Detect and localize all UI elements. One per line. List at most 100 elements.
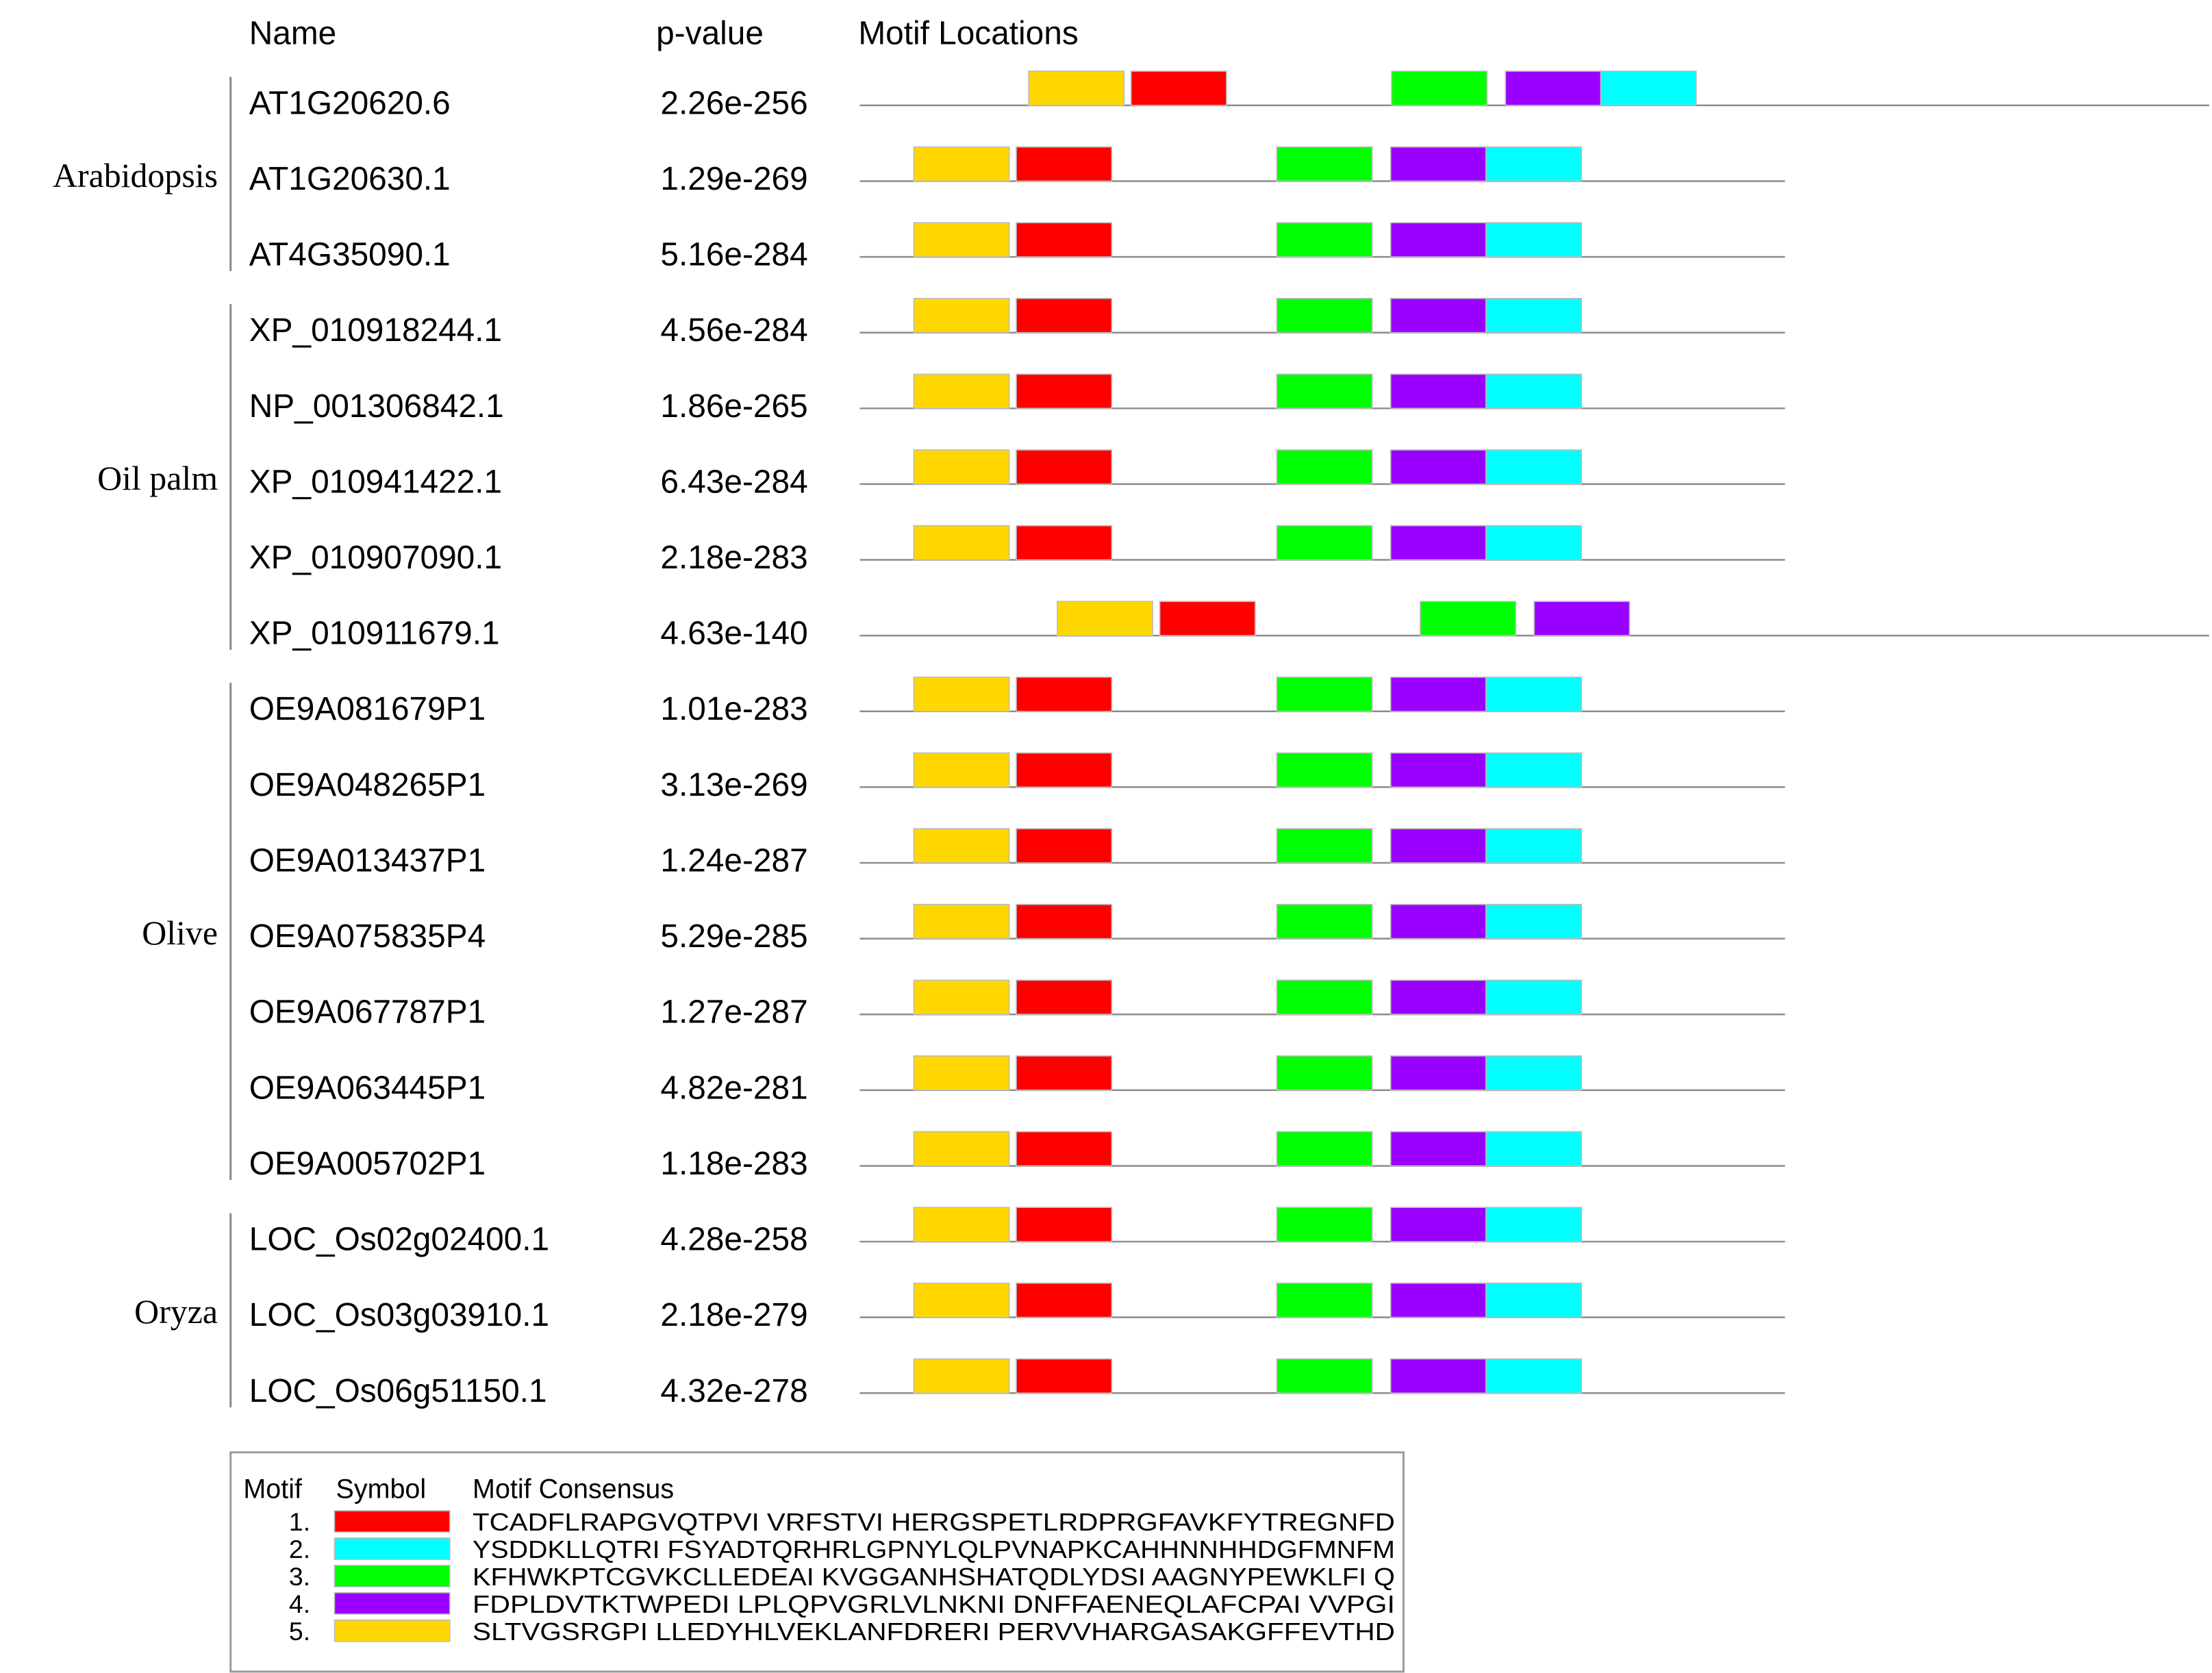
motif-block-2: [1485, 449, 1583, 485]
motif-block-1: [1016, 1207, 1113, 1242]
motif-block-2: [1485, 297, 1583, 334]
motif-block-1: [1016, 222, 1113, 257]
motif-block-3: [1276, 1055, 1373, 1091]
sequence-pvalue: 5.16e-284: [660, 237, 807, 273]
motif-block-4: [1390, 752, 1487, 788]
sequence-pvalue: 2.18e-283: [660, 540, 807, 576]
motif-block-3: [1276, 752, 1373, 788]
motif-block-3: [1276, 1131, 1373, 1167]
motif-block-1: [1016, 1055, 1113, 1091]
sequence-name: LOC_Os06g51150.1: [249, 1373, 547, 1409]
sequence-row: AT4G35090.1 5.16e-284: [249, 222, 1785, 273]
motif-block-4: [1390, 525, 1487, 561]
sequence-row: OE9A048265P1 3.13e-269: [249, 752, 1785, 803]
legend-header-motif: Motif: [243, 1474, 303, 1504]
sequence-name: OE9A081679P1: [249, 691, 486, 727]
motif-block-4: [1390, 1358, 1487, 1394]
motif-block-2: [1600, 71, 1697, 106]
sequence-name: OE9A013437P1: [249, 842, 486, 879]
legend-motif-consensus: SLTVGSRGPI LLEDYHLVEKLANFDRERI PERVVHARG…: [473, 1618, 1395, 1646]
group-label: Arabidopsis: [53, 157, 218, 194]
motif-block-5: [913, 752, 1010, 788]
motif-block-3: [1276, 979, 1373, 1016]
sequence-name: XP_010911679.1: [249, 616, 500, 652]
sequence-row: XP_010941422.1 6.43e-284: [249, 449, 1785, 500]
motif-block-5: [913, 677, 1010, 712]
motif-block-2: [1485, 979, 1583, 1016]
sequence-row: OE9A013437P1 1.24e-287: [249, 828, 1785, 879]
group-label: Olive: [142, 914, 218, 952]
header-pvalue: p-value: [656, 15, 764, 51]
motif-block-1: [1016, 146, 1113, 182]
motif-block-3: [1276, 297, 1373, 334]
motif-block-1: [1016, 677, 1113, 712]
species-groups: Arabidopsis Oil palm Olive Oryza: [53, 77, 232, 1408]
legend-motif-number: 1.: [289, 1507, 310, 1536]
motif-block-1: [1016, 979, 1113, 1016]
sequence-row: LOC_Os06g51150.1 4.32e-278: [249, 1358, 1785, 1409]
motif-block-2: [1485, 828, 1583, 864]
sequence-pvalue: 6.43e-284: [660, 464, 807, 500]
legend-header-symbol: Symbol: [336, 1474, 427, 1504]
legend-motif-consensus: YSDDKLLQTRI FSYADTQRHRLGPNYLQLPVNAPKCAHH…: [473, 1535, 1395, 1563]
legend-motif-number: 4.: [289, 1589, 310, 1618]
sequence-pvalue: 4.56e-284: [660, 312, 807, 349]
motif-block-5: [1057, 601, 1154, 636]
sequence-row: AT1G20620.6 2.26e-256: [249, 71, 2209, 121]
motif-block-1: [1016, 1131, 1113, 1167]
legend-motif-number: 2.: [289, 1535, 310, 1563]
legend-entry: 1. TCADFLRAPGVQTPVI VRFSTVI HERGSPETLRDPR…: [289, 1507, 1395, 1536]
sequence-row: OE9A005702P1 1.18e-283: [249, 1131, 1785, 1182]
motif-block-5: [913, 1282, 1010, 1318]
motif-block-4: [1390, 1207, 1487, 1242]
motif-block-5: [913, 903, 1010, 940]
legend-entry: 4. FDPLDVTKTWPEDI LPLQPVGRLVLNKNI DNFFAEN…: [289, 1589, 1395, 1618]
motif-block-4: [1390, 677, 1487, 712]
motif-block-5: [913, 297, 1010, 334]
motif-block-3: [1276, 525, 1373, 561]
motif-block-4: [1390, 297, 1487, 334]
sequence-pvalue: 1.86e-265: [660, 388, 807, 425]
motif-block-4: [1390, 903, 1487, 940]
sequence-row: LOC_Os02g02400.1 4.28e-258: [249, 1207, 1785, 1258]
sequence-name: XP_010941422.1: [249, 464, 502, 500]
motif-legend: Motif Symbol Motif Consensus 1. TCADFLRAP…: [229, 1451, 1405, 1673]
legend-symbol-swatch: [334, 1619, 451, 1642]
sequence-name: AT1G20620.6: [249, 85, 451, 121]
legend-symbol-swatch: [334, 1537, 451, 1560]
sequence-pvalue: 2.18e-279: [660, 1297, 807, 1333]
motif-block-2: [1485, 373, 1583, 410]
motif-block-2: [1485, 677, 1583, 712]
motif-block-1: [1016, 525, 1113, 561]
motif-block-1: [1016, 828, 1113, 864]
motif-block-5: [913, 222, 1010, 257]
motif-block-3: [1276, 903, 1373, 940]
sequence-pvalue: 1.24e-287: [660, 842, 807, 879]
legend-symbol-swatch: [334, 1510, 451, 1533]
motif-block-3: [1276, 373, 1373, 410]
sequence-name: OE9A005702P1: [249, 1146, 486, 1182]
sequence-row: XP_010907090.1 2.18e-283: [249, 525, 1785, 576]
sequence-row: AT1G20630.1 1.29e-269: [249, 146, 1785, 197]
motif-block-2: [1485, 1131, 1583, 1167]
motif-block-4: [1505, 71, 1602, 106]
motif-block-4: [1390, 449, 1487, 485]
motif-block-2: [1485, 525, 1583, 561]
motif-block-3: [1276, 222, 1373, 257]
legend-symbol-swatch: [334, 1565, 451, 1587]
motif-block-2: [1485, 752, 1583, 788]
sequence-pvalue: 1.01e-283: [660, 691, 807, 727]
motif-block-4: [1390, 373, 1487, 410]
sequence-row: XP_010918244.1 4.56e-284: [249, 297, 1785, 349]
legend-entry: 2. YSDDKLLQTRI FSYADTQRHRLGPNYLQLPVNAPKCA…: [289, 1535, 1395, 1563]
legend-motif-consensus: TCADFLRAPGVQTPVI VRFSTVI HERGSPETLRDPRGF…: [473, 1508, 1395, 1536]
motif-block-4: [1390, 146, 1487, 182]
sequence-row: OE9A067787P1 1.27e-287: [249, 979, 1785, 1031]
legend-motif-consensus: FDPLDVTKTWPEDI LPLQPVGRLVLNKNI DNFFAENEQ…: [473, 1590, 1395, 1618]
motif-block-1: [1016, 752, 1113, 788]
legend-header-consensus: Motif Consensus: [473, 1474, 674, 1504]
legend-entry: 3. KFHWKPTCGVKCLLEDEAI KVGGANHSHATQDLYDSI…: [289, 1562, 1395, 1591]
sequence-row: OE9A075835P4 5.29e-285: [249, 903, 1785, 955]
motif-block-3: [1391, 71, 1488, 106]
motif-block-4: [1390, 1055, 1487, 1091]
